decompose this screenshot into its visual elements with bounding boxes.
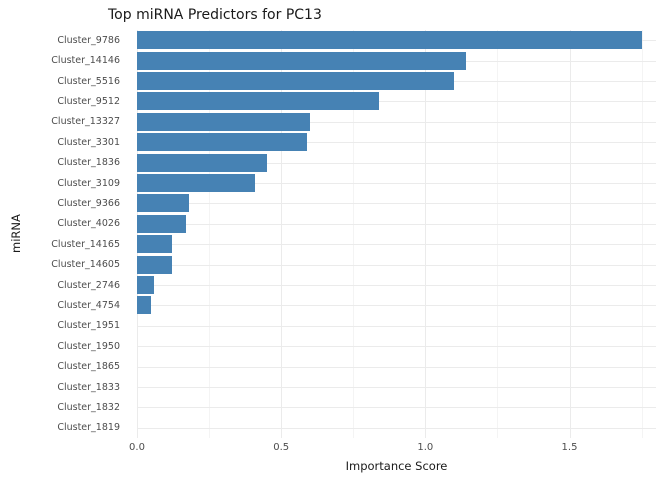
category-gridline (137, 305, 656, 307)
y-tick-label: Cluster_1836 (57, 157, 120, 169)
major-gridline (425, 30, 427, 438)
bar (137, 72, 455, 91)
y-tick-label: Cluster_3109 (57, 177, 120, 189)
y-tick-label: Cluster_4026 (57, 218, 120, 230)
bar-row (137, 377, 656, 397)
bar (137, 214, 187, 233)
y-tick-label: Cluster_9512 (57, 95, 120, 107)
minor-gridline (641, 30, 643, 438)
category-gridline (137, 101, 656, 103)
category-gridline (137, 387, 656, 388)
bar-row (137, 275, 656, 295)
major-gridline (137, 30, 138, 438)
bar-row (137, 71, 656, 91)
bar (137, 296, 152, 315)
category-gridline (137, 366, 656, 368)
category-gridline (137, 346, 656, 348)
bar-row (137, 234, 656, 254)
category-gridline (137, 121, 656, 123)
x-axis-tick-labels: 0.0 0.5 1.0 1.5 (129, 442, 656, 456)
y-tick-label: Cluster_14146 (51, 55, 120, 67)
major-gridline (281, 30, 283, 438)
y-tick-label: Cluster_5516 (57, 75, 120, 87)
y-tick-label: Cluster_1833 (57, 381, 120, 393)
minor-gridline (497, 30, 499, 438)
category-gridline (137, 203, 656, 205)
bar (137, 51, 466, 70)
bar (137, 235, 172, 254)
bar (137, 276, 155, 295)
category-gridline (137, 407, 656, 409)
bar-row (137, 132, 656, 152)
bar (137, 194, 189, 213)
bar-rows (137, 30, 656, 438)
bar (137, 255, 172, 274)
y-axis-tick-labels: Cluster_9786 Cluster_14146 Cluster_5516 Clu… (0, 30, 129, 438)
bar-row (137, 193, 656, 213)
x-tick-label: 0.5 (273, 442, 290, 453)
category-gridline (137, 427, 656, 429)
category-gridline (137, 244, 656, 246)
bar-row (137, 91, 656, 111)
category-gridline (137, 325, 656, 327)
category-gridline (137, 183, 656, 184)
bar (137, 92, 380, 111)
bar (137, 133, 308, 152)
chart-title: Top miRNA Predictors for PC13 (108, 7, 322, 23)
y-tick-label: Cluster_1819 (57, 422, 120, 434)
y-tick-label: Cluster_1832 (57, 402, 120, 414)
x-tick-label: 1.5 (561, 442, 578, 453)
y-tick-label: Cluster_9786 (57, 34, 120, 46)
y-tick-label: Cluster_1865 (57, 361, 120, 373)
minor-gridline (209, 30, 211, 438)
minor-gridline (353, 30, 355, 438)
y-tick-label: Cluster_1951 (57, 320, 120, 332)
x-axis-title: Importance Score (345, 459, 448, 473)
plot-area (137, 30, 656, 438)
category-gridline (137, 264, 656, 266)
category-gridline (137, 223, 656, 225)
bar-row (137, 112, 656, 132)
bar (137, 153, 267, 172)
x-tick-label: 1.0 (417, 442, 434, 453)
y-tick-label: Cluster_2746 (57, 279, 120, 291)
bar-row (137, 30, 656, 50)
category-gridline (137, 285, 656, 286)
bar-row (137, 50, 656, 70)
y-tick-label: Cluster_14605 (51, 259, 120, 271)
y-tick-label: Cluster_1950 (57, 340, 120, 352)
bar-row (137, 316, 656, 336)
bar (137, 112, 310, 131)
x-tick-label: 0.0 (129, 442, 145, 453)
bar-row (137, 152, 656, 172)
bar-row (137, 254, 656, 274)
y-tick-label: Cluster_13327 (51, 116, 120, 128)
bar-row (137, 397, 656, 417)
bar-row (137, 295, 656, 315)
y-tick-label: Cluster_3301 (57, 136, 120, 148)
bar-row (137, 418, 656, 438)
bar-row (137, 214, 656, 234)
bar (137, 31, 642, 50)
bar (137, 174, 256, 193)
bar-row (137, 357, 656, 377)
y-tick-label: Cluster_4754 (57, 299, 120, 311)
bar-row (137, 336, 656, 356)
major-gridline (569, 30, 571, 438)
y-tick-label: Cluster_14165 (51, 238, 120, 250)
category-gridline (137, 162, 656, 164)
y-tick-label: Cluster_9366 (57, 197, 120, 209)
bar-row (137, 173, 656, 193)
category-gridline (137, 142, 656, 144)
